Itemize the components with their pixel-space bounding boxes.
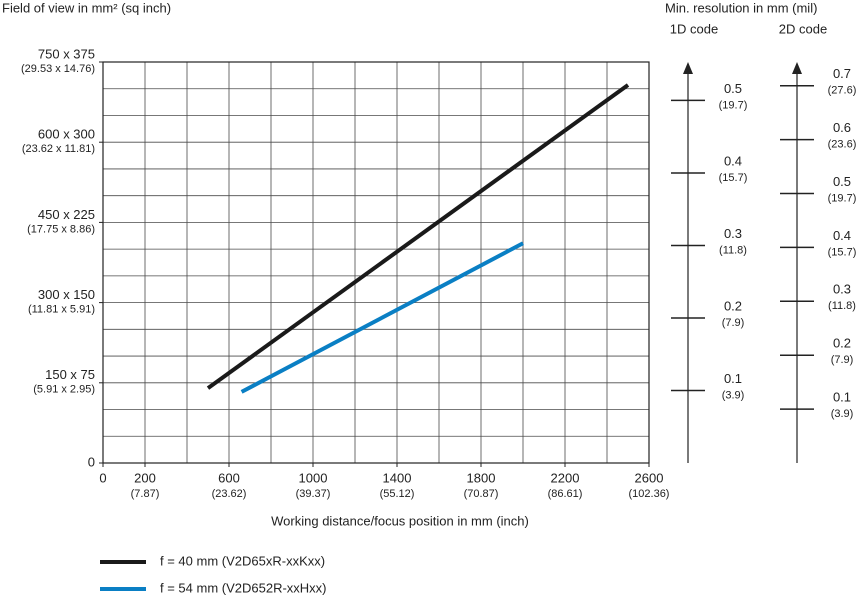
resolution-tick-sublabel: (15.7) bbox=[828, 246, 857, 258]
y-tick-sublabel: (23.62 x 11.81) bbox=[22, 143, 95, 155]
x-tick-label: 600 bbox=[218, 470, 240, 485]
resolution-tick-label: 0.3 bbox=[833, 282, 851, 297]
resolution-tick-label: 0.5 bbox=[833, 174, 851, 189]
resolution-tick-sublabel: (27.6) bbox=[828, 85, 857, 97]
x-tick-sublabel: (23.62) bbox=[212, 488, 247, 500]
y-axis-title: Field of view in mm² (sq inch) bbox=[2, 0, 171, 15]
resolution-axis-title: 2D code bbox=[779, 21, 827, 36]
y-tick-sublabel: (29.53 x 14.76) bbox=[21, 63, 95, 75]
x-tick-label: 2200 bbox=[551, 470, 580, 485]
resolution-tick-sublabel: (23.6) bbox=[828, 139, 857, 151]
y-tick-label: 750 x 375 bbox=[38, 46, 95, 61]
resolution-tick-sublabel: (7.9) bbox=[722, 317, 745, 329]
resolution-tick-label: 0.4 bbox=[724, 153, 742, 168]
y-tick-label: 300 x 150 bbox=[38, 287, 95, 302]
x-tick-sublabel: (102.36) bbox=[629, 488, 670, 500]
legend-label: f = 54 mm (V2D652R-xxHxx) bbox=[160, 580, 327, 595]
resolution-axis-title: 1D code bbox=[670, 21, 718, 36]
resolution-tick-sublabel: (19.7) bbox=[828, 192, 857, 204]
resolution-tick-sublabel: (11.8) bbox=[828, 300, 856, 312]
resolution-tick-label: 0.2 bbox=[724, 298, 742, 313]
plot-frame bbox=[102, 61, 650, 464]
resolution-tick-label: 0.2 bbox=[833, 336, 851, 351]
x-tick-label: 200 bbox=[134, 470, 156, 485]
y-tick-sublabel: (11.81 x 5.91) bbox=[28, 304, 95, 316]
series-line bbox=[206, 83, 630, 390]
resolution-tick-label: 0.6 bbox=[833, 120, 851, 135]
y-tick-label: 150 x 75 bbox=[45, 367, 95, 382]
x-tick-sublabel: (7.87) bbox=[131, 488, 160, 500]
x-tick-sublabel: (39.37) bbox=[296, 488, 331, 500]
x-tick-label: 1400 bbox=[383, 470, 412, 485]
x-tick-sublabel: (55.12) bbox=[380, 488, 415, 500]
axis-arrow bbox=[683, 62, 693, 74]
x-tick-sublabel: (70.87) bbox=[464, 488, 499, 500]
legend-label: f = 40 mm (V2D65xR-xxKxx) bbox=[160, 553, 325, 568]
resolution-tick-sublabel: (3.9) bbox=[722, 389, 745, 401]
x-tick-label: 1000 bbox=[299, 470, 328, 485]
x-tick-sublabel: (86.61) bbox=[548, 488, 583, 500]
y-tick-sublabel: (5.91 x 2.95) bbox=[33, 384, 95, 396]
resolution-tick-sublabel: (3.9) bbox=[831, 408, 854, 420]
resolution-tick-label: 0.7 bbox=[833, 66, 851, 81]
resolution-tick-sublabel: (19.7) bbox=[719, 99, 748, 111]
x-axis-title: Working distance/focus position in mm (i… bbox=[271, 513, 529, 528]
resolution-title: Min. resolution in mm (mil) bbox=[665, 0, 817, 15]
y-tick-label: 600 x 300 bbox=[38, 127, 95, 142]
x-tick-label: 1800 bbox=[467, 470, 496, 485]
x-tick-label: 0 bbox=[99, 470, 106, 485]
resolution-tick-label: 0.5 bbox=[724, 81, 742, 96]
y-tick-label: 450 x 225 bbox=[38, 207, 95, 222]
y-tick-label: 0 bbox=[88, 454, 95, 469]
resolution-tick-label: 0.1 bbox=[724, 371, 742, 386]
resolution-tick-sublabel: (11.8) bbox=[719, 244, 747, 256]
axis-arrow bbox=[792, 62, 802, 74]
resolution-tick-label: 0.3 bbox=[724, 226, 742, 241]
resolution-tick-label: 0.4 bbox=[833, 228, 851, 243]
x-tick-label: 2600 bbox=[635, 470, 664, 485]
y-tick-sublabel: (17.75 x 8.86) bbox=[27, 223, 95, 235]
resolution-tick-label: 0.1 bbox=[833, 390, 851, 405]
series-line bbox=[240, 241, 524, 394]
resolution-tick-sublabel: (15.7) bbox=[719, 172, 748, 184]
resolution-tick-sublabel: (7.9) bbox=[831, 354, 854, 366]
